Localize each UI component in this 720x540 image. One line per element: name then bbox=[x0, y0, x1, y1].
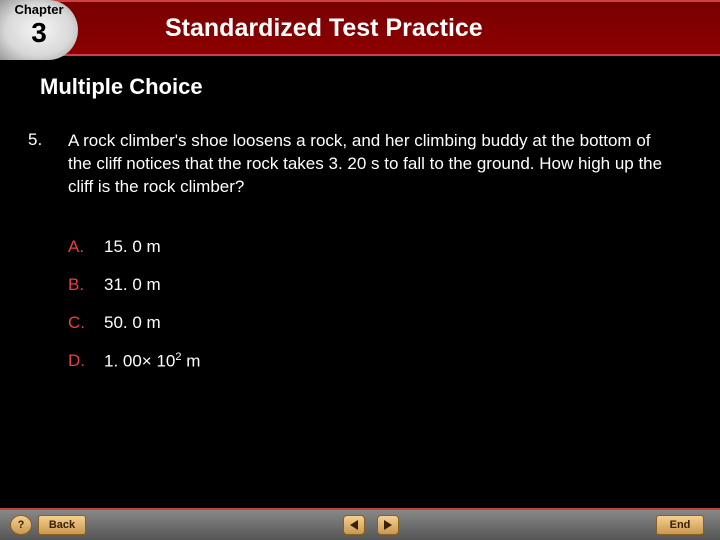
answer-option-a[interactable]: A. 15. 0 m bbox=[68, 237, 672, 257]
help-button[interactable]: ? bbox=[10, 515, 32, 535]
answer-option-b[interactable]: B. 31. 0 m bbox=[68, 275, 672, 295]
header-bar: Chapter 3 Standardized Test Practice bbox=[0, 0, 720, 56]
answer-text: 15. 0 m bbox=[104, 237, 161, 257]
end-button[interactable]: End bbox=[656, 515, 704, 535]
section-subtitle: Multiple Choice bbox=[40, 74, 720, 100]
answers-list: A. 15. 0 m B. 31. 0 m C. 50. 0 m D. 1. 0… bbox=[68, 237, 672, 372]
answer-text: 50. 0 m bbox=[104, 313, 161, 333]
answer-letter: C. bbox=[68, 313, 88, 333]
help-icon: ? bbox=[18, 519, 25, 531]
question-text: A rock climber's shoe loosens a rock, an… bbox=[68, 130, 672, 199]
end-label: End bbox=[670, 519, 691, 531]
answer-letter: A. bbox=[68, 237, 88, 257]
back-label: Back bbox=[49, 519, 75, 531]
chevron-right-icon bbox=[384, 520, 392, 530]
prev-button[interactable] bbox=[343, 515, 365, 535]
content-area: 5. A rock climber's shoe loosens a rock,… bbox=[0, 100, 720, 371]
answer-option-c[interactable]: C. 50. 0 m bbox=[68, 313, 672, 333]
answer-letter: B. bbox=[68, 275, 88, 295]
question-number: 5. bbox=[28, 130, 50, 199]
back-button[interactable]: Back bbox=[38, 515, 86, 535]
question-row: 5. A rock climber's shoe loosens a rock,… bbox=[28, 130, 672, 199]
next-button[interactable] bbox=[377, 515, 399, 535]
answer-text: 1. 00× 102 m bbox=[104, 351, 200, 372]
page-title: Standardized Test Practice bbox=[165, 14, 483, 43]
chapter-number: 3 bbox=[31, 19, 47, 47]
footer-nav: ? Back End bbox=[0, 508, 720, 540]
footer-center-nav bbox=[343, 515, 405, 535]
answer-letter: D. bbox=[68, 351, 88, 372]
chapter-label: Chapter bbox=[14, 2, 63, 17]
answer-option-d[interactable]: D. 1. 00× 102 m bbox=[68, 351, 672, 372]
chapter-badge: Chapter 3 bbox=[0, 0, 78, 60]
chevron-left-icon bbox=[350, 520, 358, 530]
answer-text: 31. 0 m bbox=[104, 275, 161, 295]
